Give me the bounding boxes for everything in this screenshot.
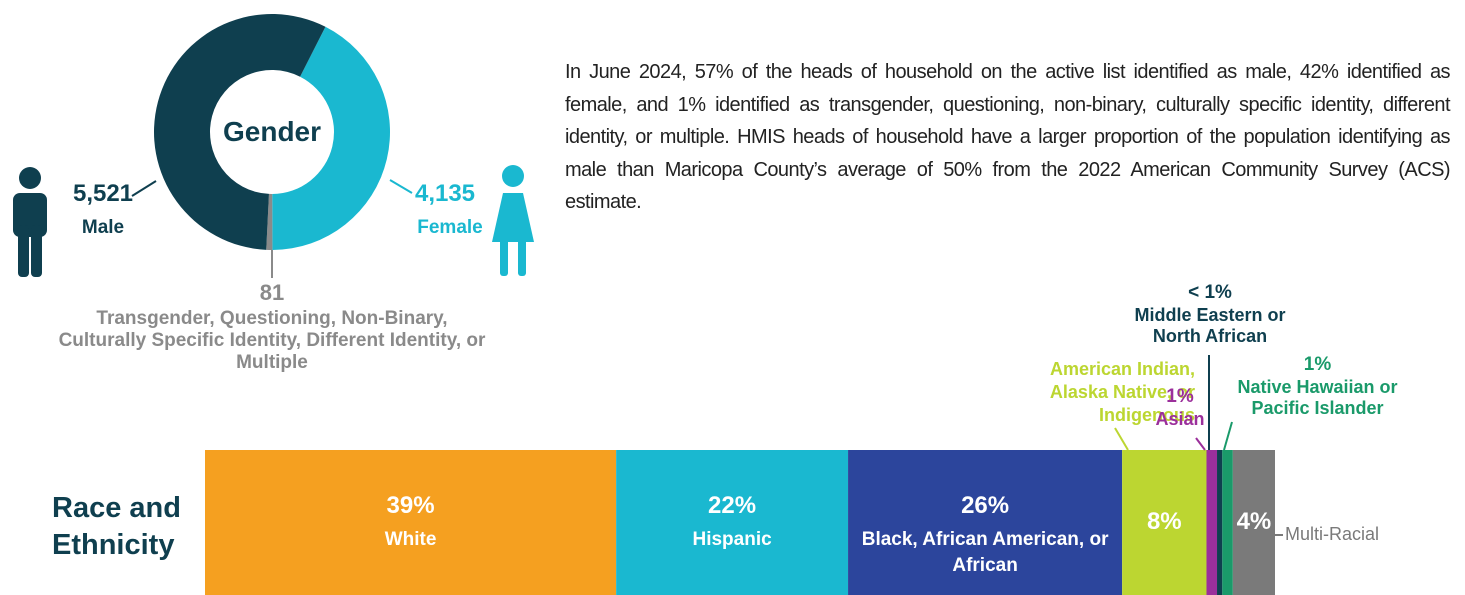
leader-line: [389, 179, 413, 194]
description: In June 2024, 57% of the heads of househ…: [565, 61, 1451, 213]
category-label: Black, African American, or African: [861, 529, 1109, 576]
value-label: 81: [259, 280, 285, 305]
bar-segment: [1222, 450, 1233, 595]
bar-segment: [616, 450, 849, 595]
category-label: Native Hawaiian or Pacific Islander: [1237, 376, 1398, 419]
leader-line: [1223, 421, 1233, 451]
value-label: 1%: [1303, 354, 1332, 375]
category-label: White: [384, 529, 437, 550]
female-icon: [492, 165, 534, 276]
category-label: Hispanic: [692, 529, 772, 550]
leader-line: [131, 180, 157, 197]
category-label: Middle Eastern or North African: [1134, 304, 1286, 347]
category-label: Male: [81, 217, 125, 238]
category-label: Female: [417, 217, 483, 238]
bar-segment: [1217, 450, 1223, 595]
value-label: 8%: [1146, 508, 1182, 535]
category-label: Transgender, Questioning, Non-Binary, Cu…: [58, 308, 486, 373]
value-label: 4%: [1236, 508, 1272, 535]
segment-label: 1% Native Hawaiian or Pacific Islander: [1225, 354, 1410, 420]
bar-segment: [1122, 450, 1207, 595]
value-label: 39%: [386, 492, 435, 519]
bar-segment: [1206, 450, 1218, 595]
bar-segment: [205, 450, 617, 595]
value-label: 22%: [708, 492, 757, 519]
value-label: 4,135: [414, 180, 476, 207]
donut-title: Gender: [222, 116, 322, 147]
category-label: Asian: [1155, 408, 1205, 429]
value-label: 1%: [1166, 386, 1194, 407]
value-label: < 1%: [1188, 282, 1232, 303]
segment-label: < 1% Middle Eastern or North African: [1120, 282, 1300, 348]
value-label: 26%: [961, 492, 1010, 519]
bar-segment: [848, 450, 1123, 595]
donut-segment: [272, 26, 390, 250]
male-icon: [13, 167, 47, 277]
donut-segment: [154, 14, 326, 250]
segment-label: 1% Asian: [1140, 386, 1220, 430]
value-label: 5,521: [72, 180, 134, 207]
chart-title: Race and Ethnicity: [52, 492, 181, 561]
category-label: American Indian, Alaska Native, or Indig…: [1049, 359, 1195, 425]
category-label: Multi-Racial: [1285, 524, 1380, 544]
leader-line: [1195, 437, 1206, 451]
leader-line: [1114, 427, 1129, 451]
donut-segment: [266, 193, 273, 250]
bar-segment: [1232, 450, 1275, 595]
